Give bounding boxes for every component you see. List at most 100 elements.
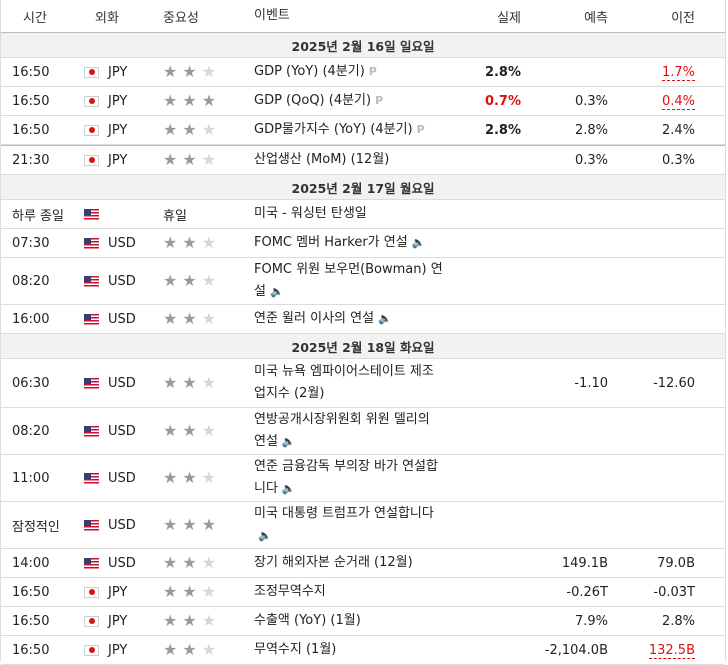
- event-row[interactable]: 07:30 USD ★ ★ ★ FOMC 멤버 Harker가 연설 🔈: [1, 229, 725, 258]
- importance-cell: ★ ★ ★: [146, 555, 244, 571]
- event-row[interactable]: 하루 종일 휴일 미국 - 워싱턴 탄생일: [1, 200, 725, 229]
- star-icon: ★: [163, 553, 178, 572]
- event-name-link[interactable]: FOMC 위원 보우먼(Bowman) 연설: [254, 262, 443, 299]
- currency-cell: JPY: [71, 153, 146, 168]
- event-time: 11:00: [12, 470, 50, 486]
- event-name-link[interactable]: GDP물가지수 (YoY) (4분기): [254, 122, 413, 137]
- event-row[interactable]: 16:50 JPY ★ ★ ★ GDP (YoY) (4분기) P 2.8% 1.7%: [1, 58, 725, 87]
- previous-cell: 2.8%: [621, 614, 725, 629]
- event-name-cell[interactable]: 장기 해외자본 순거래 (12월): [244, 552, 447, 574]
- day-header: 2025년 2월 18일 화요일: [1, 334, 725, 359]
- event-time: 08:20: [12, 273, 50, 289]
- event-name-link[interactable]: 미국 뉴욕 엠파이어스테이트 제조업지수 (2월): [254, 364, 434, 401]
- event-row[interactable]: 11:00 USD ★ ★ ★ 연준 금융감독 부의장 바가 연설합니다 🔈: [1, 455, 725, 502]
- event-row[interactable]: 06:30 USD ★ ★ ★ 미국 뉴욕 엠파이어스테이트 제조업지수 (2월) -1.1…: [1, 359, 725, 408]
- event-row[interactable]: 16:00 USD ★ ★ ★ 연준 윌러 이사의 연설 🔈: [1, 305, 725, 334]
- forecast-value: 149.1B: [561, 555, 608, 571]
- event-name-cell[interactable]: 산업생산 (MoM) (12월): [244, 149, 447, 171]
- previous-cell: 79.0B: [621, 556, 725, 571]
- japan-flag-icon: [84, 644, 99, 656]
- day-label: 2025년 2월 18일 화요일: [291, 339, 435, 355]
- star-icon: ★: [182, 150, 197, 169]
- event-name-cell[interactable]: 연준 윌러 이사의 연설 🔈: [244, 308, 447, 330]
- event-name-link[interactable]: 수출액 (YoY) (1월): [254, 613, 361, 628]
- col-event[interactable]: 이벤트: [254, 8, 290, 23]
- event-name-link[interactable]: 연방공개시장위원회 위원 델리의 연설: [254, 412, 430, 449]
- event-name-link[interactable]: FOMC 멤버 Harker가 연설: [254, 235, 408, 250]
- us-flag-icon: [84, 237, 99, 249]
- event-name-link[interactable]: 장기 해외자본 순거래 (12월): [254, 555, 413, 570]
- event-time: 16:00: [12, 311, 50, 327]
- event-name-link[interactable]: 미국 - 워싱턴 탄생일: [254, 206, 367, 221]
- importance-cell: ★ ★ ★: [146, 517, 244, 533]
- event-name-cell[interactable]: FOMC 위원 보우먼(Bowman) 연설 🔈: [244, 259, 447, 303]
- us-flag-icon: [84, 425, 99, 437]
- speaker-icon: 🔈: [378, 312, 392, 325]
- event-name-link[interactable]: 무역수지 (1월): [254, 642, 337, 657]
- event-name-link[interactable]: 미국 대통령 트럼프가 연설합니다: [254, 506, 434, 521]
- star-icon: ★: [163, 640, 178, 659]
- event-row[interactable]: 08:20 USD ★ ★ ★ FOMC 위원 보우먼(Bowman) 연설 🔈: [1, 258, 725, 305]
- star-icon: ★: [163, 611, 178, 630]
- event-name-cell[interactable]: 미국 뉴욕 엠파이어스테이트 제조업지수 (2월): [244, 361, 447, 405]
- previous-cell: -12.60: [621, 376, 725, 391]
- star-icon: ★: [201, 468, 217, 487]
- event-name-cell[interactable]: 연방공개시장위원회 위원 델리의 연설 🔈: [244, 409, 447, 453]
- star-icon: ★: [163, 150, 178, 169]
- star-icon: ★: [163, 62, 178, 81]
- currency-cell: JPY: [71, 94, 146, 109]
- event-name-cell[interactable]: GDP (YoY) (4분기) P: [244, 61, 447, 83]
- star-icon: ★: [201, 120, 217, 139]
- event-name-link[interactable]: 산업생산 (MoM) (12월): [254, 152, 390, 167]
- table-body: 2025년 2월 16일 일요일 16:50 JPY ★ ★ ★ GDP (YoY) (4분…: [1, 33, 725, 665]
- preliminary-icon: P: [368, 65, 377, 78]
- event-row[interactable]: 16:50 JPY ★ ★ ★ 조정무역수지 -0.26T -0.03T: [1, 578, 725, 607]
- event-row[interactable]: 16:50 JPY ★ ★ ★ 수출액 (YoY) (1월) 7.9% 2.8%: [1, 607, 725, 636]
- event-name-link[interactable]: 조정무역수지: [254, 584, 326, 599]
- event-name-cell[interactable]: FOMC 멤버 Harker가 연설 🔈: [244, 232, 447, 254]
- event-name-cell[interactable]: GDP물가지수 (YoY) (4분기) P: [244, 119, 447, 141]
- forecast-value: 2.8%: [574, 122, 608, 138]
- event-name-cell[interactable]: 미국 대통령 트럼프가 연설합니다 🔈: [244, 503, 447, 547]
- star-icon: ★: [201, 309, 217, 328]
- event-row[interactable]: 14:00 USD ★ ★ ★ 장기 해외자본 순거래 (12월) 149.1B 79.0B: [1, 549, 725, 578]
- currency-code: USD: [108, 311, 136, 327]
- currency-code: JPY: [108, 152, 128, 168]
- currency-cell: JPY: [71, 614, 146, 629]
- event-row[interactable]: 잠정적인 USD ★ ★ ★ 미국 대통령 트럼프가 연설합니다🔈: [1, 502, 725, 549]
- col-forecast[interactable]: 예측: [584, 10, 608, 26]
- event-name-link[interactable]: 연준 금융감독 부의장 바가 연설합니다: [254, 459, 438, 496]
- importance-cell: ★ ★ ★: [146, 423, 244, 439]
- event-row[interactable]: 16:50 JPY ★ ★ ★ GDP물가지수 (YoY) (4분기) P 2.8% 2.8% 2…: [1, 116, 725, 145]
- speaker-icon: 🔈: [281, 482, 296, 495]
- event-time: 07:30: [12, 235, 50, 251]
- star-icon: ★: [182, 309, 197, 328]
- col-actual[interactable]: 실제: [497, 10, 521, 26]
- importance-cell: ★ ★ ★: [146, 470, 244, 486]
- event-name-cell[interactable]: 미국 - 워싱턴 탄생일: [244, 203, 447, 225]
- col-importance[interactable]: 중요성: [163, 10, 199, 26]
- col-currency[interactable]: 외화: [95, 10, 119, 26]
- col-time[interactable]: 시간: [23, 10, 47, 26]
- event-row[interactable]: 21:30 JPY ★ ★ ★ 산업생산 (MoM) (12월) 0.3% 0.3%: [1, 145, 725, 175]
- event-name-link[interactable]: 연준 윌러 이사의 연설: [254, 311, 375, 326]
- event-name-link[interactable]: GDP (YoY) (4분기): [254, 64, 365, 79]
- event-row[interactable]: 16:50 JPY ★ ★ ★ GDP (QoQ) (4분기) P 0.7% 0.3% 0.4%: [1, 87, 725, 116]
- event-row[interactable]: 08:20 USD ★ ★ ★ 연방공개시장위원회 위원 델리의 연설 🔈: [1, 408, 725, 455]
- star-icon: ★: [201, 91, 217, 110]
- japan-flag-icon: [84, 615, 99, 627]
- event-name-link[interactable]: GDP (QoQ) (4분기): [254, 93, 372, 108]
- star-icon: ★: [182, 91, 197, 110]
- event-name-cell[interactable]: 수출액 (YoY) (1월): [244, 610, 447, 632]
- currency-code: JPY: [108, 613, 128, 629]
- star-icon: ★: [201, 553, 217, 572]
- importance-cell: ★ ★ ★: [146, 311, 244, 327]
- event-name-cell[interactable]: 조정무역수지: [244, 581, 447, 603]
- currency-code: USD: [108, 235, 136, 251]
- event-time: 16:50: [12, 93, 50, 109]
- event-name-cell[interactable]: GDP (QoQ) (4분기) P: [244, 90, 447, 112]
- col-previous[interactable]: 이전: [671, 10, 695, 26]
- event-name-cell[interactable]: 무역수지 (1월): [244, 639, 447, 661]
- us-flag-icon: [84, 275, 99, 287]
- event-name-cell[interactable]: 연준 금융감독 부의장 바가 연설합니다 🔈: [244, 456, 447, 500]
